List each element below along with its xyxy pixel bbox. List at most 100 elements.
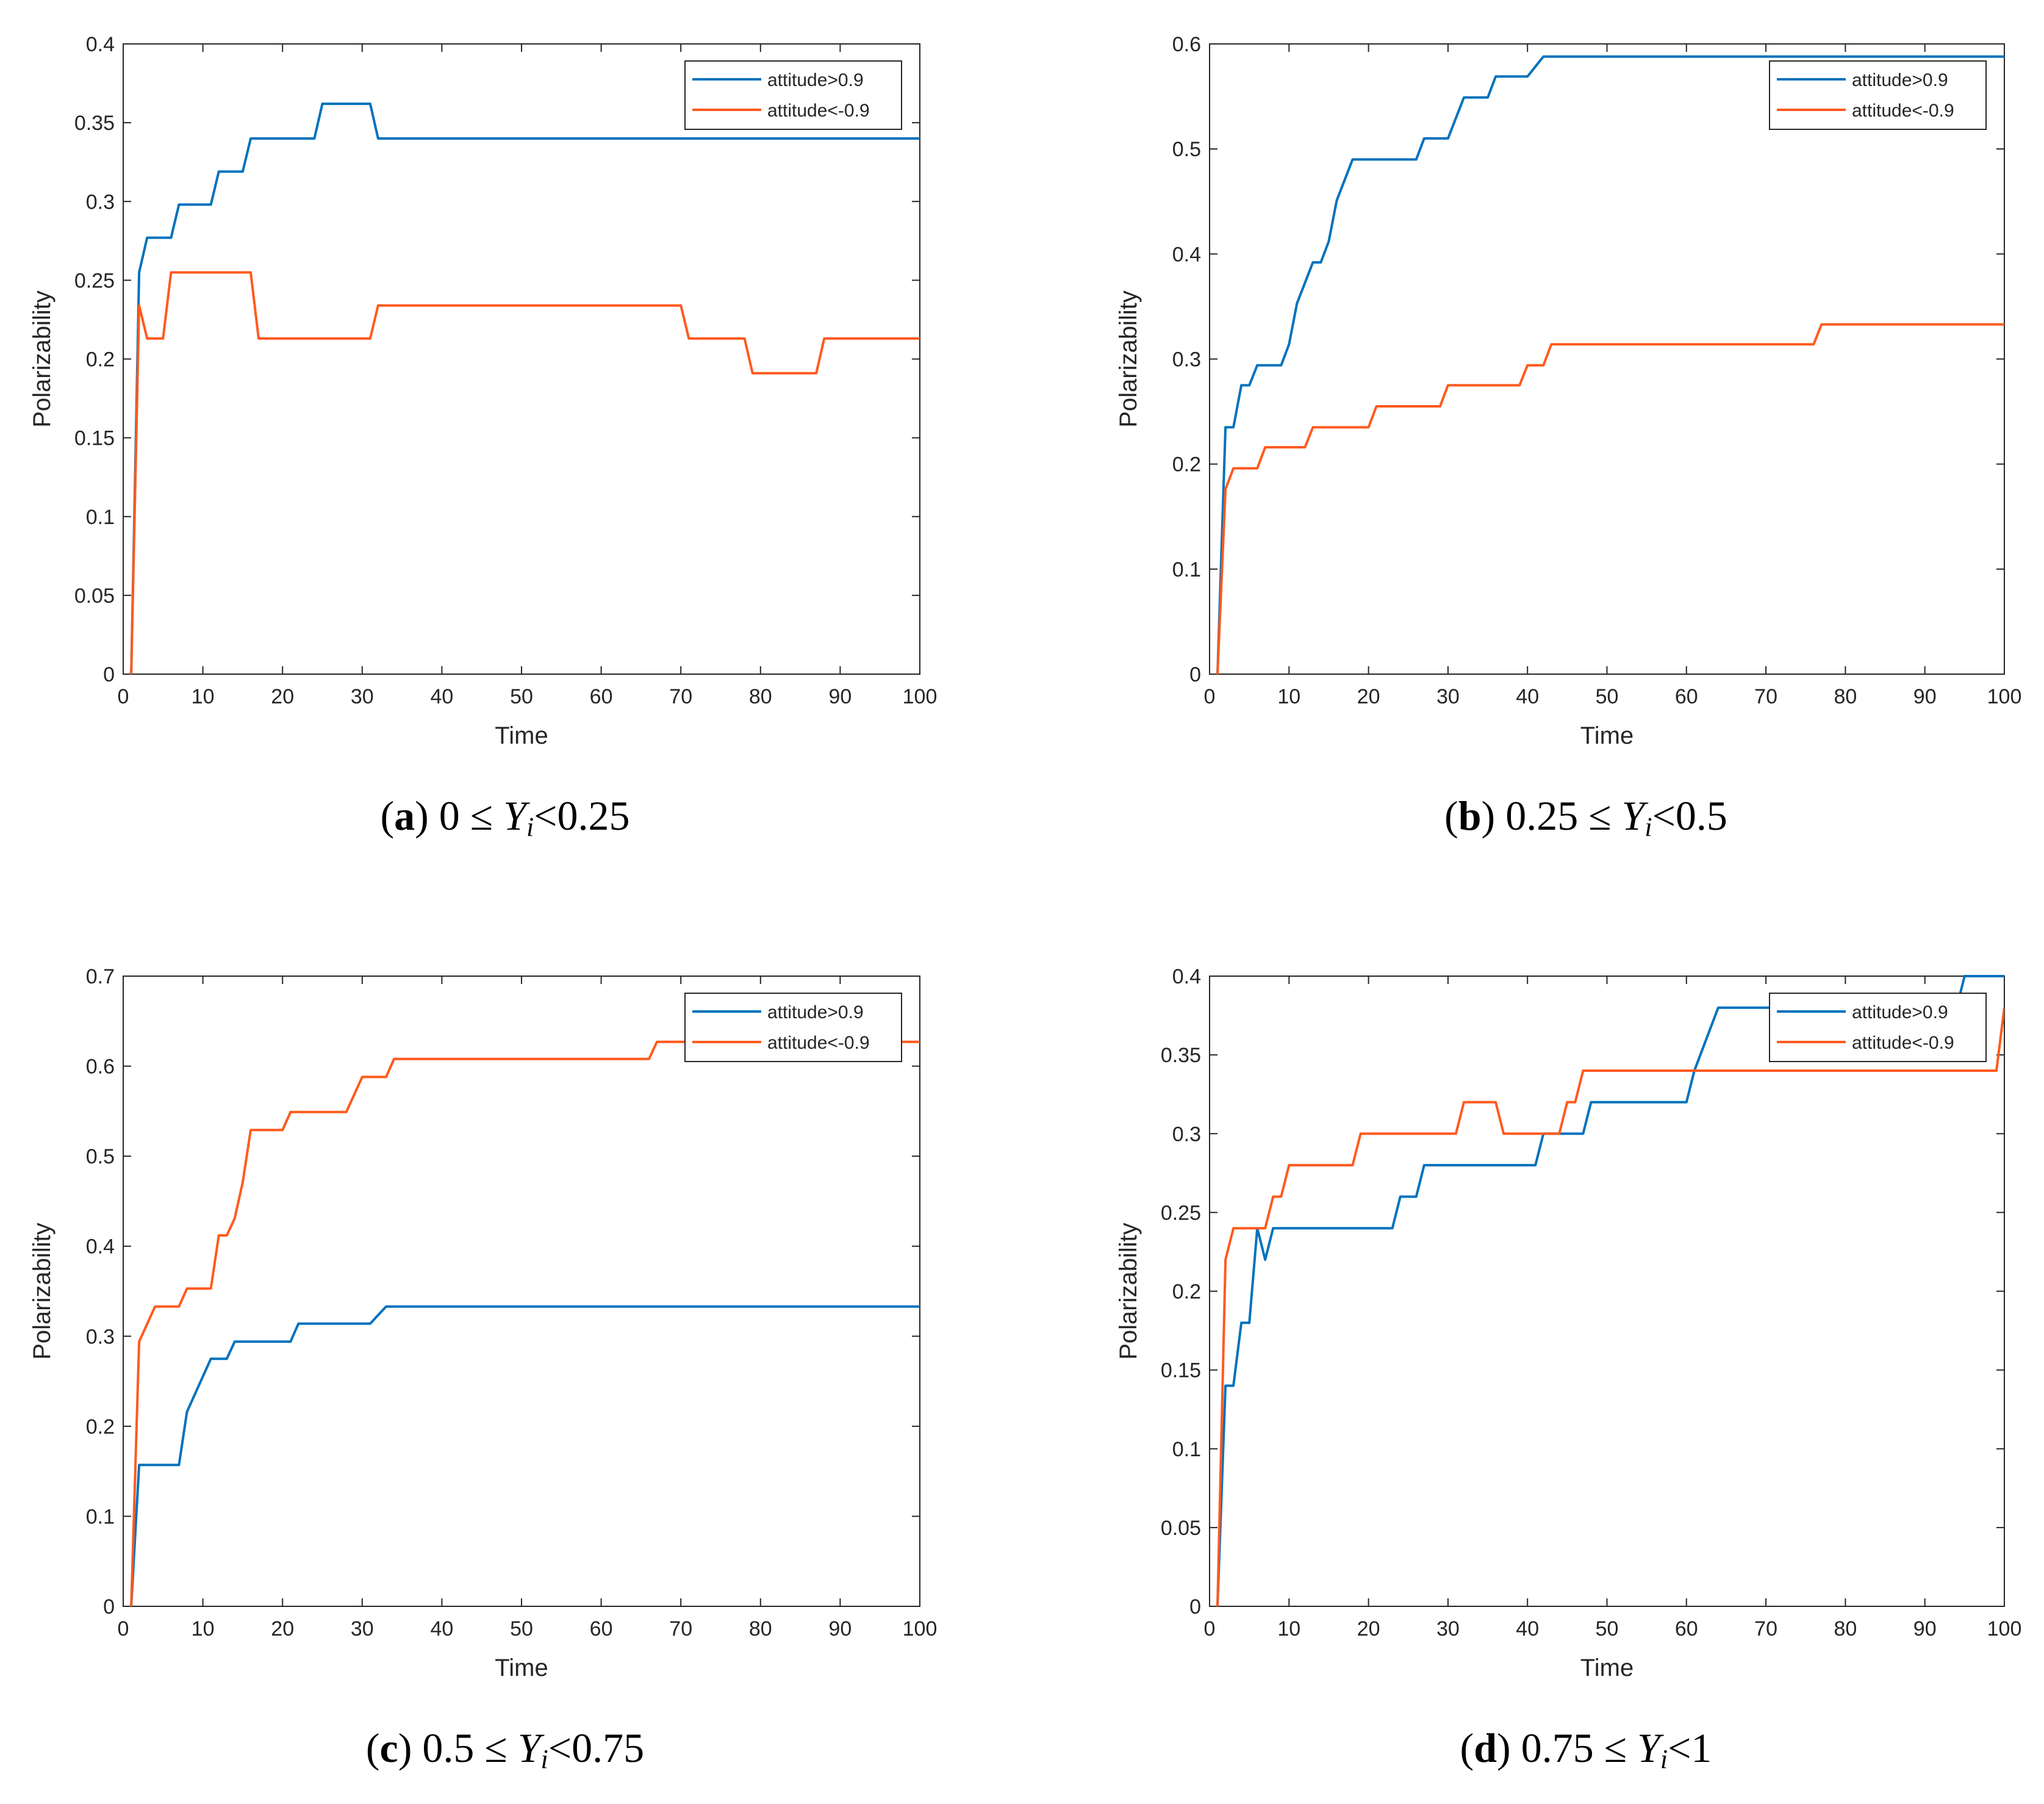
x-tick-label: 80 bbox=[749, 685, 772, 708]
caption-open-paren: ( bbox=[380, 792, 394, 839]
series-line-attitude-gt-0-9 bbox=[1216, 55, 2004, 674]
caption-range-start: 0.75 ≤ bbox=[1511, 1725, 1637, 1771]
caption-letter: b bbox=[1458, 792, 1482, 839]
x-tick-label: 90 bbox=[1913, 1617, 1937, 1640]
caption-letter: c bbox=[380, 1725, 398, 1771]
y-tick-label: 0.1 bbox=[1172, 558, 1201, 581]
legend: attitude>0.9 attitude<-0.9 bbox=[684, 60, 902, 130]
series-line-attitude-lt-neg-0-9 bbox=[130, 271, 920, 674]
x-tick-label: 10 bbox=[1277, 1617, 1300, 1640]
series-line-attitude-lt-neg-0-9 bbox=[1216, 1007, 2004, 1606]
x-tick-label: 70 bbox=[669, 685, 692, 708]
y-axis-label: Polarizability bbox=[1115, 290, 1142, 428]
caption-variable: Y bbox=[518, 1725, 545, 1771]
x-tick-label: 20 bbox=[271, 1617, 294, 1640]
y-tick-label: 0.25 bbox=[1161, 1201, 1201, 1224]
y-tick-label: 0.4 bbox=[1172, 243, 1201, 266]
chart-panel-d: 0 10 20 30 40 50 60 70 80 90 100 0 0.05 0.1 0.15 0.2 0.2… bbox=[1115, 965, 2021, 1774]
x-tick-label: 20 bbox=[271, 685, 294, 708]
y-tick-label: 0.1 bbox=[1172, 1438, 1201, 1461]
x-tick-label: 90 bbox=[1913, 685, 1937, 708]
y-tick-label: 0.5 bbox=[86, 1145, 115, 1168]
caption-range-end: <1 bbox=[1668, 1725, 1712, 1771]
y-tick-label: 0.05 bbox=[74, 584, 115, 608]
caption-variable: Y bbox=[1637, 1725, 1664, 1771]
x-tick-label: 10 bbox=[192, 685, 215, 708]
y-tick-label: 0 bbox=[103, 1595, 115, 1619]
legend-label: attitude<-0.9 bbox=[767, 101, 870, 121]
x-tick-label: 30 bbox=[1436, 685, 1460, 708]
x-tick-label: 0 bbox=[1204, 1617, 1216, 1640]
y-tick-label: 0.2 bbox=[1172, 453, 1201, 476]
caption-range-start: 0.25 ≤ bbox=[1495, 792, 1621, 839]
caption-variable: Y bbox=[503, 792, 530, 839]
x-tick-label: 20 bbox=[1357, 685, 1380, 708]
chart-panel-b: 0 10 20 30 40 50 60 70 80 90 100 0 0.1 0.2 0.3 0.4 0.5 0.… bbox=[1115, 33, 2021, 842]
caption-range-end: <0.5 bbox=[1652, 792, 1727, 839]
caption-range-start: 0.5 ≤ bbox=[412, 1725, 517, 1771]
x-tick-label: 100 bbox=[903, 1617, 938, 1640]
panel-caption: (a) 0 ≤ Yi<0.25 bbox=[380, 792, 629, 842]
series-line-attitude-gt-0-9 bbox=[130, 102, 920, 674]
y-tick-label: 0.4 bbox=[86, 1235, 115, 1259]
legend-label: attitude<-0.9 bbox=[1852, 101, 1954, 121]
x-axis-label: Time bbox=[495, 722, 548, 749]
caption-open-paren: ( bbox=[366, 1725, 380, 1771]
y-tick-label: 0.2 bbox=[1172, 1281, 1201, 1304]
legend-label: attitude<-0.9 bbox=[767, 1033, 870, 1053]
series-line-attitude-gt-0-9 bbox=[1216, 975, 2004, 1606]
series-line-attitude-gt-0-9 bbox=[130, 1305, 920, 1606]
y-tick-label: 0.35 bbox=[1161, 1044, 1201, 1067]
y-tick-label: 0.2 bbox=[86, 1415, 115, 1439]
x-tick-label: 40 bbox=[1516, 1617, 1539, 1640]
y-tick-label: 0.2 bbox=[86, 348, 115, 372]
x-tick-label: 40 bbox=[1516, 685, 1539, 708]
caption-range-end: <0.75 bbox=[548, 1725, 644, 1771]
y-tick-label: 0 bbox=[1189, 1595, 1201, 1619]
y-tick-label: 0.05 bbox=[1161, 1517, 1201, 1540]
plot-frame bbox=[123, 976, 920, 1607]
y-tick-label: 0.4 bbox=[1172, 965, 1201, 988]
caption-variable: Y bbox=[1622, 792, 1649, 839]
x-tick-label: 20 bbox=[1357, 1617, 1380, 1640]
legend-box bbox=[684, 993, 902, 1062]
caption-range-end: <0.25 bbox=[534, 792, 629, 839]
y-tick-label: 0.5 bbox=[1172, 138, 1201, 161]
x-tick-label: 80 bbox=[749, 1617, 772, 1640]
x-tick-label: 80 bbox=[1834, 1617, 1857, 1640]
x-tick-label: 40 bbox=[430, 685, 453, 708]
x-tick-label: 0 bbox=[118, 1617, 129, 1640]
y-tick-label: 0 bbox=[1189, 663, 1201, 686]
y-axis-label: Polarizability bbox=[1115, 1223, 1142, 1360]
y-tick-label: 0 bbox=[103, 663, 115, 686]
x-tick-label: 0 bbox=[1204, 685, 1216, 708]
y-axis-label: Polarizability bbox=[29, 1223, 56, 1360]
panel-caption: (b) 0.25 ≤ Yi<0.5 bbox=[1444, 792, 1727, 842]
caption-subscript: i bbox=[526, 812, 534, 842]
legend-box bbox=[684, 60, 902, 130]
caption-subscript: i bbox=[1644, 812, 1652, 842]
y-tick-label: 0.3 bbox=[1172, 1123, 1201, 1146]
caption-subscript: i bbox=[541, 1744, 548, 1774]
caption-open-paren: ( bbox=[1444, 792, 1458, 839]
legend-label: attitude<-0.9 bbox=[1852, 1033, 1954, 1053]
x-tick-label: 70 bbox=[1754, 1617, 1777, 1640]
x-tick-label: 10 bbox=[192, 1617, 215, 1640]
plot-frame bbox=[123, 43, 920, 675]
legend-label: attitude>0.9 bbox=[1852, 70, 1948, 90]
y-tick-label: 0.1 bbox=[86, 1505, 115, 1528]
x-tick-label: 50 bbox=[510, 1617, 533, 1640]
caption-subscript: i bbox=[1660, 1744, 1668, 1774]
x-axis-label: Time bbox=[495, 1655, 548, 1681]
chart-panel-c: 0 10 20 30 40 50 60 70 80 90 100 0 0.1 0.2 0.3 0.4 0.5 0.… bbox=[29, 965, 937, 1774]
x-tick-label: 60 bbox=[590, 685, 613, 708]
x-tick-label: 40 bbox=[430, 1617, 453, 1640]
y-tick-label: 0.25 bbox=[74, 269, 115, 292]
legend-label: attitude>0.9 bbox=[1852, 1002, 1948, 1022]
x-tick-label: 10 bbox=[1277, 685, 1300, 708]
legend-box bbox=[1769, 993, 1987, 1062]
legend: attitude>0.9 attitude<-0.9 bbox=[1769, 993, 1987, 1062]
x-tick-label: 30 bbox=[1436, 1617, 1460, 1640]
plot-frame bbox=[1209, 43, 2005, 675]
caption-close-paren: ) bbox=[1497, 1725, 1511, 1771]
